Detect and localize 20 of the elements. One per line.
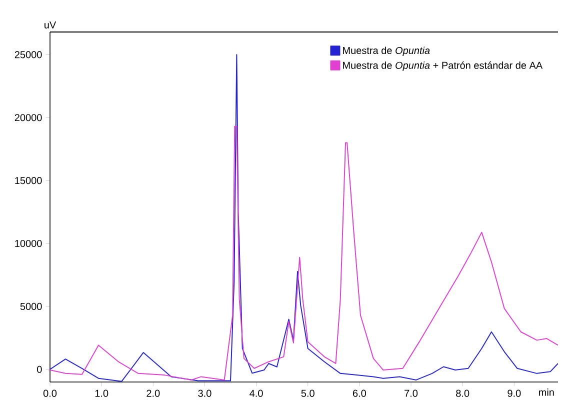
y-tick-label: 10000: [15, 240, 42, 248]
x-tick-label: 7.0: [404, 390, 418, 397]
x-tick-label: 5.0: [301, 390, 314, 397]
y-tick-label: 20000: [14, 114, 42, 122]
y-tick-label: 25000: [14, 51, 42, 58]
x-tick-label: 8.0: [456, 390, 470, 397]
x-tick-label: 4.0: [250, 390, 263, 397]
x-tick-label: 2.0: [146, 390, 160, 397]
y-tick-label: 15000: [15, 177, 42, 184]
legend-label: Muestra de Opuntia: [343, 46, 430, 56]
y-tick-label: 0: [37, 366, 42, 373]
x-tick-label: 3.0: [198, 390, 212, 397]
y-axis-title: uV: [44, 21, 56, 28]
x-tick-label: 6.0: [352, 390, 366, 397]
x-tick-label: 1.0: [95, 390, 108, 397]
legend-label: Muestra de Opuntia + Patrón estándar de AA: [343, 61, 543, 71]
x-tick-label: 0.0: [43, 390, 57, 397]
y-tick-label: 5000: [20, 302, 42, 310]
x-axis-title: min: [539, 388, 554, 396]
x-tick-label: 9.0: [508, 390, 521, 397]
